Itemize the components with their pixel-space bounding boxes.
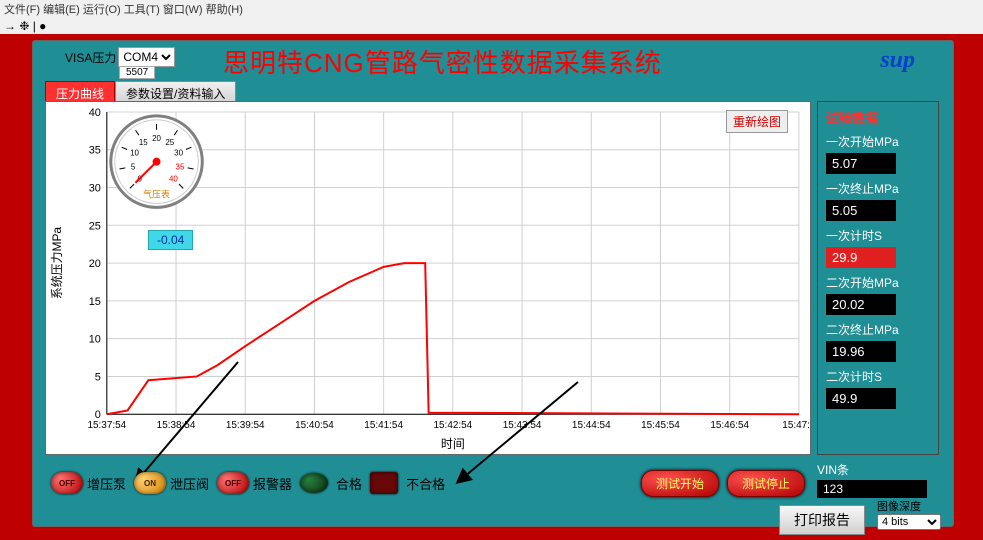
svg-text:15: 15 — [139, 138, 148, 147]
data-row-value: 29.9 — [826, 247, 896, 268]
switch-label: 泄压阀 — [170, 474, 209, 493]
data-row-value: 20.02 — [826, 294, 896, 315]
switch-报警器[interactable]: OFF — [217, 472, 249, 494]
svg-text:15:44:54: 15:44:54 — [572, 420, 611, 431]
svg-text:15: 15 — [89, 296, 101, 308]
data-row-label: 一次开始MPa — [826, 133, 930, 150]
data-row-value: 49.9 — [826, 388, 896, 409]
svg-text:15:45:54: 15:45:54 — [641, 420, 680, 431]
svg-text:15:47:1: 15:47:1 — [782, 420, 810, 431]
data-panel: 试验数据 一次开始MPa 5.07 一次终止MPa 5.05 一次计时S 29.9 二次开始… — [817, 101, 939, 455]
data-row-label: 二次计时S — [826, 368, 930, 385]
print-report-button[interactable]: 打印报告 — [779, 505, 865, 535]
svg-text:15:41:54: 15:41:54 — [364, 420, 403, 431]
chart-panel: 重新绘图 051015202530354015:37:5415:38:5415:… — [45, 101, 811, 455]
svg-text:15:40:54: 15:40:54 — [295, 420, 334, 431]
gauge-value-display: -0.04 — [148, 230, 193, 250]
svg-text:15:39:54: 15:39:54 — [226, 420, 265, 431]
svg-text:30: 30 — [89, 182, 101, 194]
svg-text:20: 20 — [89, 258, 101, 270]
pass-lamp — [300, 473, 328, 493]
switch-增压泵[interactable]: OFF — [51, 472, 83, 494]
svg-text:时间: 时间 — [441, 437, 465, 451]
svg-text:5: 5 — [95, 371, 101, 383]
svg-text:10: 10 — [130, 149, 139, 158]
svg-text:15:43:54: 15:43:54 — [503, 420, 542, 431]
pressure-chart: 051015202530354015:37:5415:38:5415:39:54… — [46, 102, 810, 454]
svg-text:20: 20 — [152, 134, 161, 143]
app-title: 思明特CNG管路气密性数据采集系统 — [223, 43, 662, 80]
main-panel: VISA压力 COM1COM2COM3COM4COM5 5507 思明特CNG管… — [32, 40, 954, 527]
svg-text:15:37:54: 15:37:54 — [87, 420, 126, 431]
data-row-label: 二次开始MPa — [826, 274, 930, 291]
data-row-label: 一次终止MPa — [826, 180, 930, 197]
outer-red-panel: VISA压力 COM1COM2COM3COM4COM5 5507 思明特CNG管… — [0, 34, 983, 540]
svg-text:5: 5 — [131, 162, 136, 171]
svg-text:15:42:54: 15:42:54 — [434, 420, 473, 431]
svg-text:40: 40 — [89, 107, 101, 119]
switch-label: 报警器 — [253, 474, 292, 493]
vin-value[interactable]: 123 — [817, 480, 927, 498]
svg-text:25: 25 — [165, 138, 174, 147]
menu-bar[interactable]: 文件(F) 编辑(E) 运行(O) 工具(T) 窗口(W) 帮助(H) — [0, 0, 983, 18]
redraw-button[interactable]: 重新绘图 — [726, 110, 788, 133]
fail-label: 不合格 — [406, 474, 445, 493]
svg-text:→ ❉ | ●: → ❉ | ● — [4, 19, 46, 33]
depth-select[interactable]: 1 bit4 bits8 bits24 bits — [877, 514, 941, 530]
svg-text:15:46:54: 15:46:54 — [710, 420, 749, 431]
data-row-value: 5.05 — [826, 200, 896, 221]
data-row-value: 5.07 — [826, 153, 896, 174]
sup-logo: sup — [880, 47, 915, 74]
test-start-button[interactable]: 测试开始 — [641, 470, 719, 497]
data-row-label: 一次计时S — [826, 227, 930, 244]
depth-label: 图像深度 — [877, 498, 941, 514]
svg-text:气压表: 气压表 — [143, 188, 170, 199]
switch-label: 增压泵 — [87, 474, 126, 493]
svg-text:15:38:54: 15:38:54 — [157, 420, 196, 431]
svg-text:35: 35 — [176, 162, 185, 171]
data-panel-title: 试验数据 — [826, 108, 930, 127]
data-row-value: 19.96 — [826, 341, 896, 362]
vin-label: VIN条 — [817, 461, 939, 478]
svg-text:40: 40 — [169, 175, 178, 184]
toolbar[interactable]: → ❉ | ● — [0, 18, 983, 34]
pass-label: 合格 — [336, 474, 362, 493]
svg-text:35: 35 — [89, 145, 101, 157]
svg-text:30: 30 — [174, 149, 183, 158]
com-port-select[interactable]: COM1COM2COM3COM4COM5 — [118, 47, 175, 67]
svg-text:25: 25 — [89, 220, 101, 232]
svg-text:系统压力MPa: 系统压力MPa — [50, 227, 64, 300]
app-window: 文件(F) 编辑(E) 运行(O) 工具(T) 窗口(W) 帮助(H) → ❉ … — [0, 0, 983, 540]
test-stop-button[interactable]: 测试停止 — [727, 470, 805, 497]
data-row-label: 二次终止MPa — [826, 321, 930, 338]
sub-number-field: 5507 — [119, 66, 155, 79]
svg-text:10: 10 — [89, 334, 101, 346]
control-row: OFF增压泵ON泄压阀OFF报警器合格不合格测试开始测试停止 — [45, 465, 811, 501]
fail-lamp — [370, 472, 398, 494]
visa-label: VISA压力 — [65, 49, 116, 66]
switch-泄压阀[interactable]: ON — [134, 472, 166, 494]
